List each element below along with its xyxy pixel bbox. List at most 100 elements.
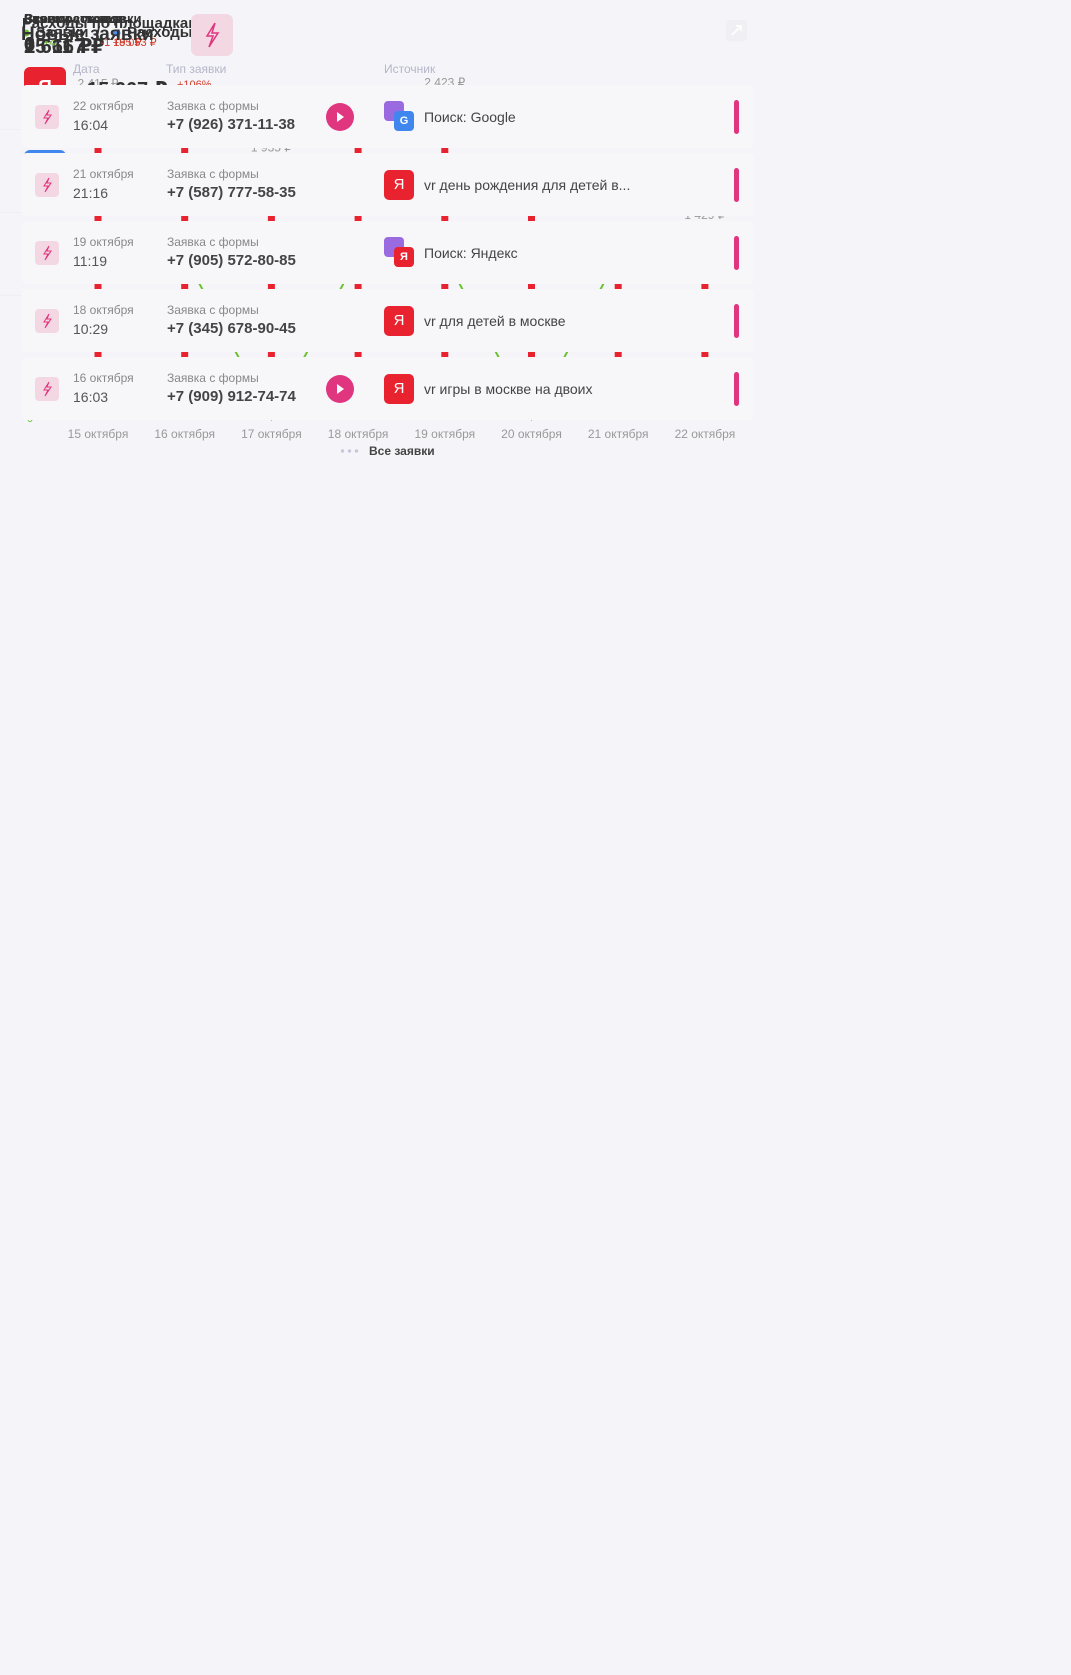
lead-icon-glyph bbox=[43, 245, 52, 261]
lead-icon-bg bbox=[35, 309, 59, 333]
icon-bg bbox=[191, 14, 233, 56]
source-badge: Я bbox=[394, 247, 414, 267]
lead-date: 16 октября bbox=[73, 371, 134, 385]
stat-value: 0 bbox=[24, 34, 36, 56]
spend-card: Расходы по площадкамЯ15 667 ₽+106%G0 ₽По… bbox=[0, 15, 245, 845]
lead-type: Заявка с формы bbox=[167, 303, 259, 317]
legend-dot bbox=[22, 29, 30, 37]
lead-time: 11:19 bbox=[73, 253, 107, 269]
lead-row[interactable]: 16 октября 16:03 Заявка с формы +7 (909) 91… bbox=[21, 357, 754, 420]
stat-card: Звонки 0 bbox=[0, 11, 245, 1049]
x-tick-label: 20 октября bbox=[501, 427, 562, 441]
source-logo: Я bbox=[384, 170, 414, 200]
source-logo: Я bbox=[384, 374, 414, 404]
lead-time: 10:29 bbox=[73, 321, 109, 337]
lead-date: 21 октября bbox=[73, 167, 134, 181]
row-marker bbox=[734, 100, 739, 134]
play-button[interactable] bbox=[326, 375, 354, 403]
row-marker bbox=[734, 236, 739, 270]
stat-change: +4 bbox=[43, 37, 56, 49]
stat-change: +4 bbox=[43, 37, 56, 49]
lead-row[interactable]: 22 октября 16:04 Заявка с формы +7 (926) 37… bbox=[21, 85, 754, 148]
lead-date: 19 октября bbox=[73, 235, 134, 249]
lead-time: 16:04 bbox=[73, 117, 109, 133]
legend-label: Расходы bbox=[127, 24, 193, 41]
stat-label: Стоимость заявки bbox=[24, 11, 142, 26]
x-tick-label: 16 октября bbox=[154, 427, 215, 441]
lead-phone: +7 (587) 777-58-35 bbox=[167, 184, 296, 201]
lead-row[interactable]: 19 октября 11:19 Заявка с формы +7 (905) 57… bbox=[21, 221, 754, 284]
spend-title: Расходы по площадкам bbox=[22, 15, 200, 32]
lead-icon-bg bbox=[35, 377, 59, 401]
lead-icon bbox=[35, 105, 59, 129]
lead-icon bbox=[35, 309, 59, 333]
lead-row[interactable]: 18 октября 10:29 Заявка с формы +7 (345) 67… bbox=[21, 289, 754, 352]
lead-icon-bg bbox=[35, 173, 59, 197]
stat-change: -1 195 ₽ bbox=[100, 37, 142, 49]
column-header: Источник bbox=[384, 62, 436, 76]
play-button[interactable] bbox=[326, 103, 354, 131]
x-tick-label: 15 октября bbox=[68, 427, 129, 441]
lead-icon-bg bbox=[35, 241, 59, 265]
lead-icon-bg bbox=[35, 105, 59, 129]
icon-glyph bbox=[205, 22, 220, 48]
source-logo: Я bbox=[384, 306, 414, 336]
x-tick-label: 17 октября bbox=[241, 427, 302, 441]
lead-icon-glyph bbox=[43, 381, 52, 397]
legend-separator: / bbox=[96, 24, 101, 41]
leads-card: Новые заявки Дата Тип заявки Источник 22 окт… bbox=[0, 24, 775, 1675]
x-tick-label: 18 октября bbox=[328, 427, 389, 441]
stat-value: 6 bbox=[24, 34, 36, 56]
row-marker bbox=[734, 372, 739, 406]
legend-label: Заявки bbox=[36, 24, 88, 41]
row-marker bbox=[734, 304, 739, 338]
lead-phone: +7 (345) 678-90-45 bbox=[167, 320, 296, 337]
expand-icon bbox=[731, 25, 742, 36]
row-marker bbox=[734, 168, 739, 202]
lead-source: Поиск: Яндекс bbox=[424, 245, 518, 261]
lead-source: vr игры в москве на двоих bbox=[424, 381, 593, 397]
lead-icon bbox=[35, 173, 59, 197]
lead-time: 21:16 bbox=[73, 185, 109, 201]
play-glyph bbox=[337, 384, 344, 394]
lead-source: Поиск: Google bbox=[424, 109, 516, 125]
lead-icon-glyph bbox=[43, 177, 52, 193]
stat-card: Заявки 6 +4 bbox=[0, 11, 245, 981]
column-header: Дата bbox=[73, 62, 100, 76]
stat-label: Заявки с ловца bbox=[24, 11, 124, 26]
lead-time: 16:03 bbox=[73, 389, 109, 405]
stat-card: Стоимость заявки 2 611 ₽ -1 195 ₽ bbox=[0, 11, 245, 1185]
stat-label: Звонки bbox=[24, 11, 71, 26]
column-header: Тип заявки bbox=[166, 62, 227, 76]
play-glyph bbox=[337, 112, 344, 122]
lead-date: 18 октября bbox=[73, 303, 134, 317]
x-tick-label: 19 октября bbox=[414, 427, 475, 441]
lead-type: Заявка с формы bbox=[167, 99, 259, 113]
lead-icon bbox=[35, 241, 59, 265]
lead-type: Заявка с формы bbox=[167, 235, 259, 249]
stat-label: Заявки bbox=[24, 11, 70, 26]
lead-icon bbox=[35, 377, 59, 401]
lead-icon-glyph bbox=[43, 109, 52, 125]
x-tick-label: 22 октября bbox=[675, 427, 736, 441]
stat-label: Всего расходов bbox=[24, 11, 126, 26]
icon-bolt bbox=[191, 14, 233, 56]
lead-date: 22 октября bbox=[73, 99, 134, 113]
lead-row[interactable]: 21 октября 21:16 Заявка с формы +7 (587) 77… bbox=[21, 153, 754, 216]
leads-title: Новые заявки bbox=[21, 24, 154, 45]
all-leads-link[interactable]: Все заявки bbox=[369, 444, 435, 458]
lead-phone: +7 (909) 912-74-74 bbox=[167, 388, 296, 405]
lead-type: Заявка с формы bbox=[167, 167, 259, 181]
more-dots bbox=[339, 449, 359, 453]
lead-icon-glyph bbox=[43, 313, 52, 329]
lead-phone: +7 (926) 371-11-38 bbox=[167, 116, 296, 133]
stat-value: 15 667 ₽ bbox=[24, 36, 105, 58]
stat-card: Заявки с ловца 6 +4 bbox=[0, 11, 245, 1117]
stat-value: 2 611 ₽ bbox=[24, 36, 93, 58]
legend-dot bbox=[113, 29, 121, 37]
lead-type: Заявка с формы bbox=[167, 371, 259, 385]
stat-change: +8 053 ₽ bbox=[112, 37, 157, 49]
lead-phone: +7 (905) 572-80-85 bbox=[167, 252, 296, 269]
